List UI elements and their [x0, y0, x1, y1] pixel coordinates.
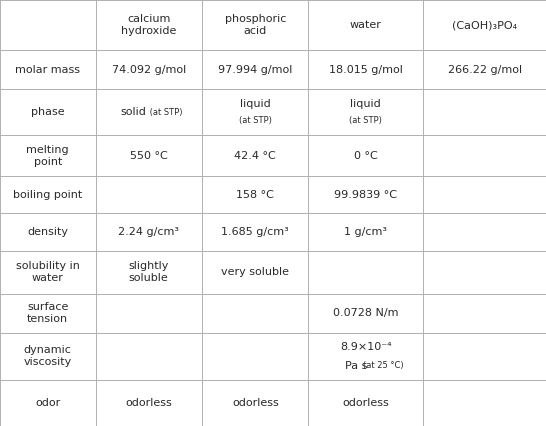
- Text: Pa s: Pa s: [345, 360, 367, 371]
- Text: melting
point: melting point: [26, 145, 69, 167]
- Text: solubility in
water: solubility in water: [16, 262, 80, 283]
- Text: surface
tension: surface tension: [27, 302, 68, 324]
- Text: odorless: odorless: [232, 398, 278, 408]
- Text: 97.994 g/mol: 97.994 g/mol: [218, 65, 293, 75]
- Text: 550 °C: 550 °C: [130, 151, 168, 161]
- Text: odor: odor: [35, 398, 61, 408]
- Text: density: density: [27, 227, 68, 237]
- Text: 74.092 g/mol: 74.092 g/mol: [112, 65, 186, 75]
- Text: 42.4 °C: 42.4 °C: [234, 151, 276, 161]
- Text: very soluble: very soluble: [221, 267, 289, 277]
- Text: liquid: liquid: [351, 99, 381, 109]
- Text: 1 g/cm³: 1 g/cm³: [345, 227, 387, 237]
- Text: (CaOH)₃PO₄: (CaOH)₃PO₄: [452, 20, 517, 30]
- Text: phase: phase: [31, 107, 64, 118]
- Text: odorless: odorless: [126, 398, 172, 408]
- Text: 0.0728 N/m: 0.0728 N/m: [333, 308, 399, 318]
- Text: 1.685 g/cm³: 1.685 g/cm³: [221, 227, 289, 237]
- Text: liquid: liquid: [240, 99, 271, 109]
- Text: (at STP): (at STP): [147, 108, 183, 117]
- Text: (at STP): (at STP): [239, 116, 272, 125]
- Text: phosphoric
acid: phosphoric acid: [224, 14, 286, 36]
- Text: 158 °C: 158 °C: [236, 190, 274, 200]
- Text: boiling point: boiling point: [13, 190, 82, 200]
- Text: 99.9839 °C: 99.9839 °C: [334, 190, 397, 200]
- Text: molar mass: molar mass: [15, 65, 80, 75]
- Text: dynamic
viscosity: dynamic viscosity: [23, 345, 72, 367]
- Text: slightly
soluble: slightly soluble: [129, 262, 169, 283]
- Text: 18.015 g/mol: 18.015 g/mol: [329, 65, 403, 75]
- Text: (at STP): (at STP): [349, 116, 382, 125]
- Text: (at 25 °C): (at 25 °C): [363, 361, 403, 370]
- Text: solid: solid: [120, 107, 146, 118]
- Text: 8.9×10⁻⁴: 8.9×10⁻⁴: [340, 342, 391, 352]
- Text: water: water: [350, 20, 382, 30]
- Text: calcium
hydroxide: calcium hydroxide: [121, 14, 176, 36]
- Text: 2.24 g/cm³: 2.24 g/cm³: [118, 227, 179, 237]
- Text: 266.22 g/mol: 266.22 g/mol: [448, 65, 521, 75]
- Text: 0 °C: 0 °C: [354, 151, 378, 161]
- Text: odorless: odorless: [342, 398, 389, 408]
